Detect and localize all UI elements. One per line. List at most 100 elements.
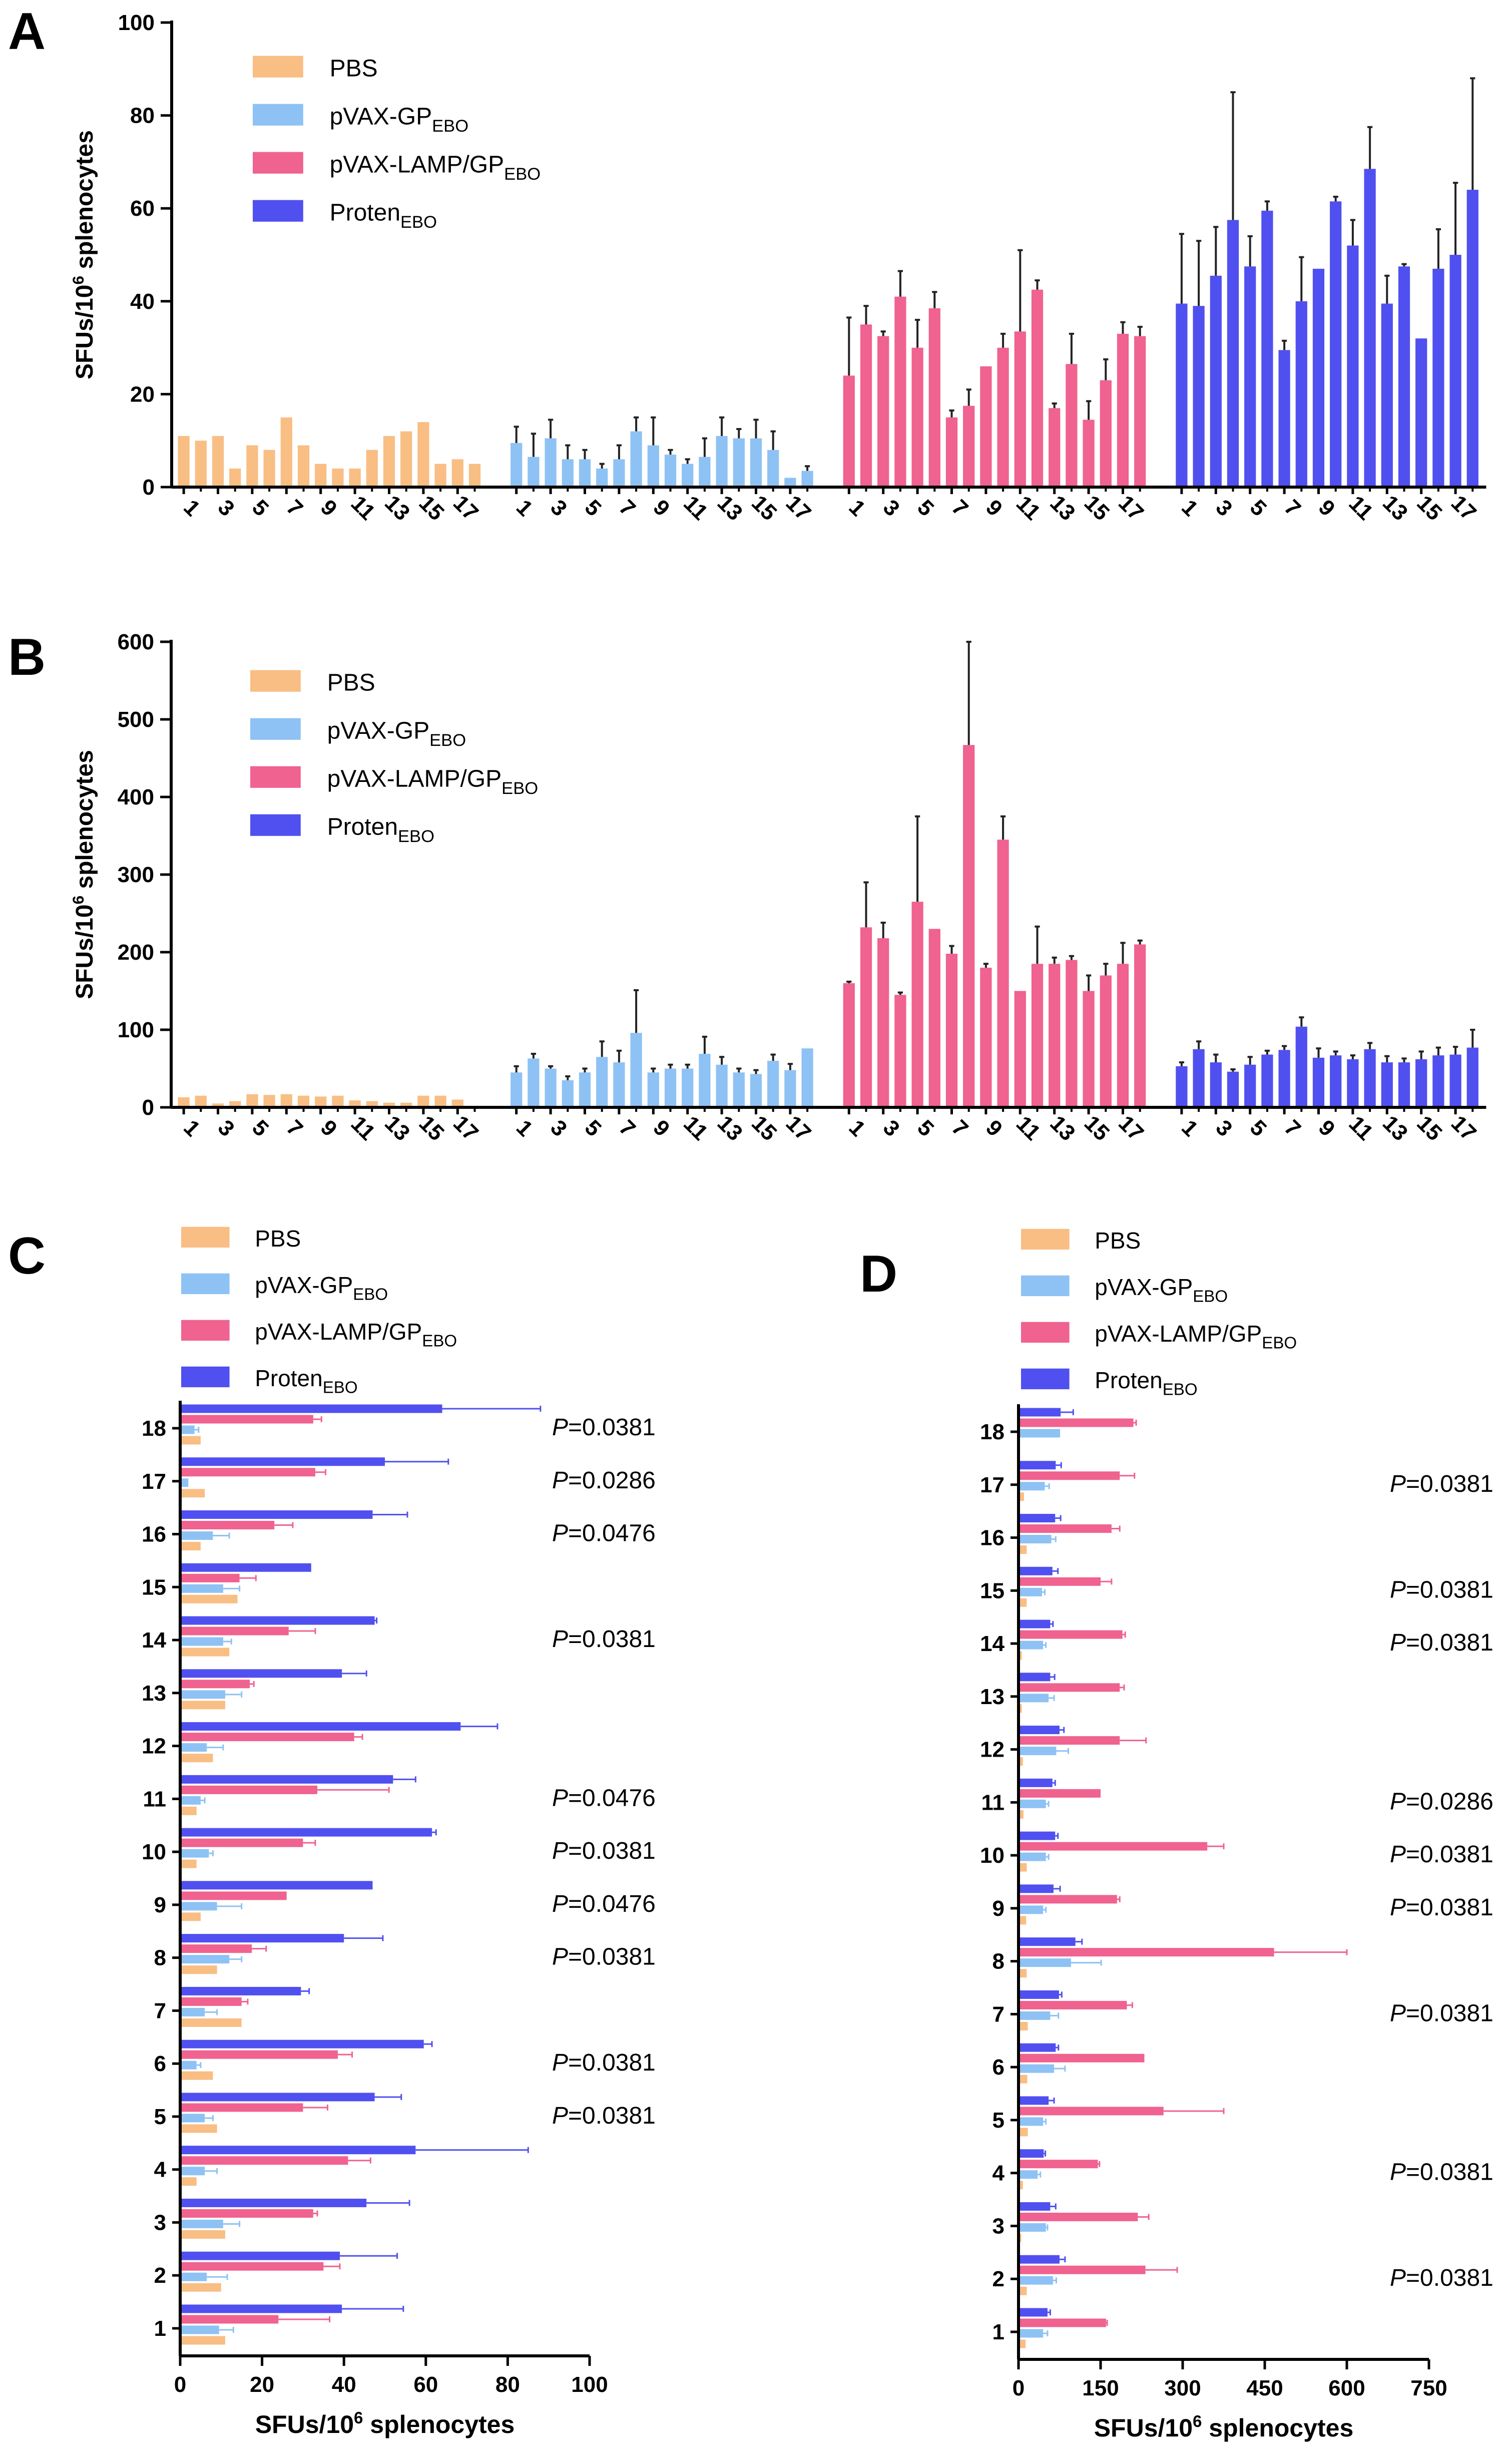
p-value-number: =0.0381 xyxy=(568,2050,656,2076)
hbar-pbs-8 xyxy=(180,1965,217,1974)
x-tick-label: 100 xyxy=(571,2372,608,2397)
hbar-proten-4 xyxy=(180,2146,416,2155)
x-tick-label: 13 xyxy=(713,1111,747,1145)
bar-gp-17 xyxy=(784,478,796,487)
x-tick-label: 11 xyxy=(346,491,380,525)
x-tick-label: 9 xyxy=(981,1115,1007,1141)
hbar-lamp-10 xyxy=(1019,1842,1208,1851)
hbar-pbs-18 xyxy=(180,1436,201,1445)
p-value-annotation: P=0.0476 xyxy=(552,1891,656,1917)
bar-gp-6 xyxy=(596,468,608,487)
bar-gp-8 xyxy=(630,1033,642,1107)
bar-gp-15 xyxy=(750,438,762,487)
x-tick-label: 450 xyxy=(1246,2376,1283,2400)
x-tick-label: 15 xyxy=(1412,1111,1446,1145)
hbar-pbs-10 xyxy=(1019,1863,1027,1872)
x-tick-label: 11 xyxy=(1344,491,1378,525)
hbar-proten-17 xyxy=(180,1457,385,1466)
bar-gp-2 xyxy=(528,1058,540,1107)
bar-pbs-8 xyxy=(297,445,310,487)
bar-proten-3 xyxy=(1210,1062,1222,1107)
legend-label-lamp: pVAX-LAMP/GPEBO xyxy=(330,151,541,183)
hbar-lamp-2 xyxy=(180,2262,324,2271)
legend-swatch-gp xyxy=(181,1273,230,1295)
bar-lamp-2 xyxy=(860,324,872,487)
hbar-lamp-13 xyxy=(180,1680,250,1689)
bar-gp-10 xyxy=(664,455,677,487)
bar-pbs-13 xyxy=(383,436,395,487)
bar-lamp-3 xyxy=(877,336,889,487)
bar-proten-2 xyxy=(1193,306,1205,487)
hbar-gp-17 xyxy=(1019,1482,1045,1491)
bar-pbs-2 xyxy=(195,1095,207,1107)
y-tick-label: 80 xyxy=(130,104,155,128)
x-tick-label: 5 xyxy=(580,1115,606,1141)
y-axis-title-main: SFUs/10 xyxy=(72,285,98,379)
hbar-proten-3 xyxy=(1019,2202,1051,2211)
x-tick-label: 13 xyxy=(1045,491,1080,525)
x-tick-label: 9 xyxy=(316,495,342,521)
legend-label-sub: EBO xyxy=(422,1332,457,1351)
x-tick-label: 9 xyxy=(981,495,1007,521)
y-tick-label: 7 xyxy=(154,1998,166,2023)
x-tick-label: 3 xyxy=(1211,495,1237,521)
bar-gp-12 xyxy=(699,1054,711,1107)
hbar-proten-8 xyxy=(1019,1937,1076,1946)
bar-pbs-3 xyxy=(212,436,224,487)
x-tick-label: 15 xyxy=(1412,491,1446,525)
y-tick-label: 8 xyxy=(154,1946,166,1970)
x-axis-title-sup: 6 xyxy=(354,2408,363,2427)
chart-A: 1 3 5 7 9 11 13 15 17 1 3 5 7 9 11 13 15 17 1 3 5 7 9 11 13 15 17 1… xyxy=(69,11,1486,525)
bar-gp-9 xyxy=(647,1072,659,1107)
bar-proten-17 xyxy=(1449,255,1461,487)
legend-label-pbs: PBS xyxy=(330,55,378,82)
hbar-pbs-4 xyxy=(180,2177,197,2186)
bar-proten-13 xyxy=(1381,303,1393,487)
legend-label-proten: ProtenEBO xyxy=(330,199,437,231)
x-tick-label: 3 xyxy=(546,495,572,521)
hbar-lamp-18 xyxy=(180,1415,313,1424)
hbar-gp-5 xyxy=(1019,2117,1044,2126)
p-value-number: =0.0381 xyxy=(1406,2000,1493,2026)
bar-lamp-13 xyxy=(1049,408,1061,487)
legend-label-pbs: PBS xyxy=(255,1225,301,1252)
legend-label-sub: EBO xyxy=(1262,1334,1297,1353)
hbar-gp-7 xyxy=(180,2007,205,2016)
x-tick-label: 5 xyxy=(580,495,606,521)
bar-proten-4 xyxy=(1227,220,1239,487)
y-tick-label: 17 xyxy=(980,1473,1004,1497)
legend-label-main: PBS xyxy=(255,1225,301,1252)
y-tick-label: 200 xyxy=(118,940,154,965)
legend-swatch-proten xyxy=(1021,1368,1070,1390)
p-value-number: =0.0381 xyxy=(568,1414,656,1441)
y-tick-label: 12 xyxy=(980,1738,1004,1762)
y-tick-label: 16 xyxy=(980,1526,1004,1550)
hbar-proten-7 xyxy=(1019,1990,1059,1999)
hbar-lamp-4 xyxy=(1019,2160,1098,2169)
hbar-gp-12 xyxy=(1019,1747,1057,1756)
p-value-annotation: P=0.0381 xyxy=(552,2050,656,2076)
hbar-gp-10 xyxy=(1019,1852,1046,1861)
bar-pbs-4 xyxy=(229,1101,241,1107)
p-value-number: =0.0381 xyxy=(568,1626,656,1653)
legend-label-lamp: pVAX-LAMP/GPEBO xyxy=(255,1319,457,1351)
bar-pbs-15 xyxy=(417,422,429,487)
x-tick-label: 150 xyxy=(1082,2376,1119,2400)
y-tick-label: 20 xyxy=(130,382,155,406)
hbar-gp-15 xyxy=(1019,1587,1043,1596)
p-value-prefix: P xyxy=(552,2103,568,2129)
bar-proten-7 xyxy=(1278,350,1290,487)
legend-swatch-pbs xyxy=(1021,1229,1070,1250)
x-tick-label: 1 xyxy=(512,1115,538,1141)
hbar-pbs-13 xyxy=(1019,1704,1022,1713)
bar-pbs-11 xyxy=(349,1100,361,1107)
bar-pbs-3 xyxy=(212,1103,224,1107)
hbar-pbs-13 xyxy=(180,1701,225,1710)
y-tick-label: 100 xyxy=(118,1018,154,1042)
x-tick-label: 9 xyxy=(1314,1115,1340,1141)
x-tick-label: 15 xyxy=(1080,491,1114,525)
y-tick-label: 600 xyxy=(118,630,154,654)
x-tick-label: 11 xyxy=(1012,491,1046,525)
legend-label-main: PBS xyxy=(1095,1228,1141,1254)
